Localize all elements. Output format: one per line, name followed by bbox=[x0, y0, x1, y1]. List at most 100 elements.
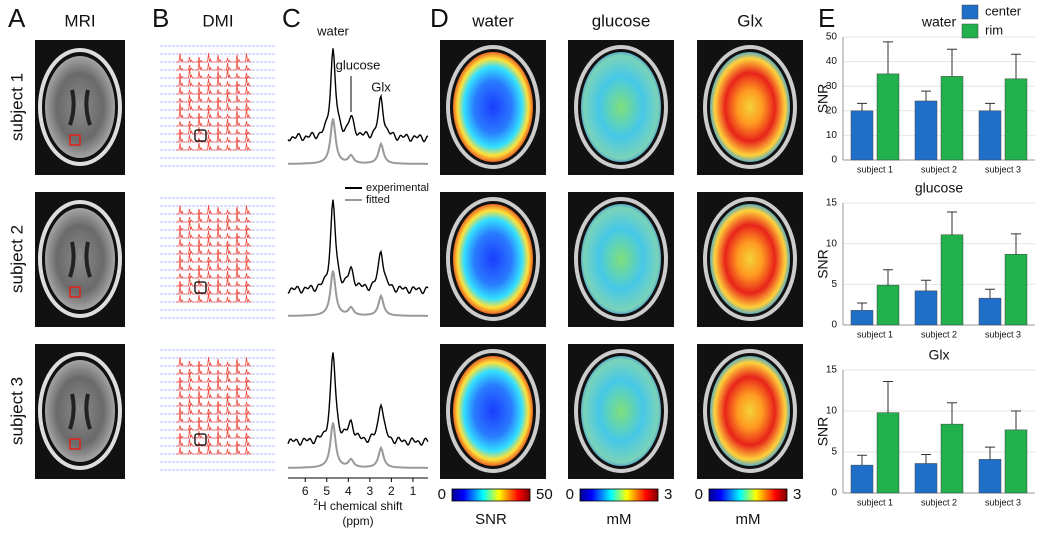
spectrum-fitted bbox=[288, 118, 428, 165]
colorbar-tick-label: 0 bbox=[566, 486, 574, 503]
bar bbox=[914, 463, 938, 494]
panel-letter: A bbox=[8, 3, 26, 33]
x-tick-label: subject 2 bbox=[921, 329, 957, 339]
dmi-spectra bbox=[176, 421, 252, 432]
legend-swatch bbox=[961, 4, 979, 20]
spectrum-fitted bbox=[288, 422, 428, 469]
map-skull bbox=[446, 197, 540, 321]
dmi-spectra bbox=[176, 77, 252, 88]
dmi-spectra bbox=[176, 429, 252, 440]
dmi-spectra bbox=[176, 357, 252, 368]
voxel-marker bbox=[194, 433, 207, 446]
dmi-spectra bbox=[176, 69, 252, 80]
map-skull bbox=[703, 45, 797, 169]
mri-skull bbox=[38, 48, 122, 166]
colorbar-label: mM bbox=[736, 511, 761, 528]
voxel-marker bbox=[69, 134, 81, 146]
colorbar-label: mM bbox=[607, 511, 632, 528]
x-tick-label: 1 bbox=[410, 484, 417, 498]
x-tick-label: subject 1 bbox=[857, 329, 893, 339]
map-skull bbox=[703, 349, 797, 473]
bar bbox=[1004, 429, 1028, 494]
y-tick-label: 15 bbox=[826, 198, 838, 209]
x-tick-label: 2 bbox=[388, 484, 395, 498]
error-bar bbox=[883, 380, 893, 413]
panel-letter: B bbox=[152, 3, 169, 33]
bar bbox=[914, 100, 938, 161]
dmi-spectra bbox=[176, 405, 252, 416]
voxel-marker bbox=[69, 438, 81, 450]
bar bbox=[850, 310, 874, 326]
x-tick-label: subject 2 bbox=[921, 164, 957, 174]
voxel-marker bbox=[194, 129, 207, 142]
spectrum-experimental bbox=[287, 352, 429, 447]
mri-brain bbox=[45, 360, 115, 462]
dmi-spectra bbox=[176, 277, 252, 288]
dmi-spectra bbox=[176, 117, 252, 128]
error-bar bbox=[985, 288, 995, 299]
x-tick-label: 3 bbox=[367, 484, 374, 498]
y-tick-label: 10 bbox=[826, 406, 838, 417]
x-axis-label-superscript: 2 bbox=[313, 498, 318, 507]
y-tick-label: 0 bbox=[831, 488, 837, 499]
error-bar bbox=[985, 102, 995, 111]
spectrum-experimental bbox=[287, 199, 429, 295]
map-glx bbox=[710, 356, 790, 466]
dmi-spectra bbox=[176, 93, 252, 104]
y-tick-label: 40 bbox=[826, 56, 838, 67]
y-tick-label: 5 bbox=[831, 447, 837, 458]
x-tick-label: subject 1 bbox=[857, 164, 893, 174]
legend-label: fitted bbox=[366, 194, 390, 206]
map-glx bbox=[710, 204, 790, 314]
map-skull bbox=[574, 197, 668, 321]
colorbar bbox=[451, 488, 531, 502]
bar bbox=[876, 73, 900, 161]
y-tick-label: 10 bbox=[826, 238, 838, 249]
y-tick-label: 50 bbox=[826, 32, 838, 43]
x-axis-label-text: H chemical shift bbox=[318, 499, 403, 513]
column-title: water bbox=[471, 11, 514, 30]
y-tick-label: 10 bbox=[826, 130, 838, 141]
x-tick-label: 5 bbox=[323, 484, 330, 498]
map-water bbox=[453, 356, 533, 466]
dmi-spectra bbox=[176, 413, 252, 424]
error-bar bbox=[921, 90, 931, 101]
map-glx bbox=[710, 52, 790, 162]
mri-brain bbox=[45, 208, 115, 310]
colorbar-tick-label: 0 bbox=[438, 486, 446, 503]
x-tick-label: subject 3 bbox=[985, 329, 1021, 339]
bar bbox=[940, 234, 964, 326]
mri-skull bbox=[38, 352, 122, 470]
mri-brain bbox=[45, 56, 115, 158]
dmi-spectra bbox=[176, 397, 252, 408]
y-axis-label: SNR bbox=[815, 417, 831, 447]
y-tick-label: 0 bbox=[831, 320, 837, 331]
bar bbox=[876, 284, 900, 326]
error-bar bbox=[921, 279, 931, 291]
error-bar bbox=[857, 102, 867, 111]
mri-ventricles bbox=[68, 393, 92, 430]
mri-ventricles bbox=[68, 89, 92, 126]
map-skull bbox=[446, 349, 540, 473]
column-title: glucose bbox=[592, 11, 651, 30]
x-axis-label: 2H chemical shift bbox=[313, 498, 403, 513]
dmi-spectra bbox=[176, 237, 252, 248]
dmi-spectra bbox=[176, 373, 252, 384]
map-glucose bbox=[581, 204, 661, 314]
legend-swatch bbox=[961, 23, 979, 39]
colorbar-label: SNR bbox=[475, 511, 507, 528]
chart-title: water bbox=[921, 14, 957, 30]
row-label: subject 1 bbox=[7, 73, 26, 141]
y-tick-label: 5 bbox=[831, 279, 837, 290]
colorbar bbox=[579, 488, 659, 502]
bar bbox=[1004, 253, 1028, 326]
bar bbox=[978, 459, 1002, 494]
chart-title: glucose bbox=[915, 180, 963, 196]
x-tick-label: subject 3 bbox=[985, 164, 1021, 174]
error-bar bbox=[985, 446, 995, 460]
bar bbox=[876, 412, 900, 494]
dmi-spectra bbox=[176, 125, 252, 136]
bar bbox=[978, 110, 1002, 161]
y-tick-label: 15 bbox=[826, 365, 838, 376]
error-bar bbox=[1011, 233, 1021, 255]
